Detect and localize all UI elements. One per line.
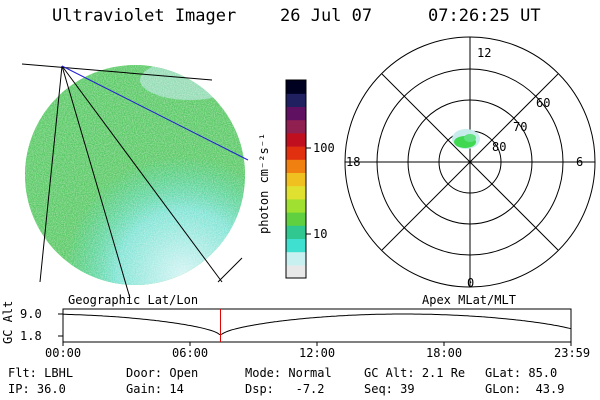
polar-plot bbox=[344, 36, 596, 288]
timeline-frame bbox=[62, 308, 572, 343]
status-glat: GLat: 85.0 bbox=[485, 366, 558, 380]
colorbar-band bbox=[286, 80, 306, 94]
colorbar-band bbox=[286, 159, 306, 173]
timeline-xlabel-1200: 12:00 bbox=[299, 346, 336, 360]
status-gc-alt: GC Alt: 2.1 Re bbox=[364, 366, 466, 380]
lat-label-60: 60 bbox=[536, 96, 551, 110]
colorbar bbox=[286, 80, 306, 279]
observation-time: 07:26:25 UT bbox=[428, 6, 541, 26]
earth-disk-image bbox=[25, 65, 245, 285]
colorbar-band bbox=[286, 146, 306, 160]
lat-label-70: 70 bbox=[513, 120, 528, 134]
status-flt: Flt: LBHL bbox=[8, 366, 74, 380]
colorbar-band bbox=[286, 198, 306, 213]
geographic-label: Geographic Lat/Lon bbox=[68, 293, 199, 307]
mlt-label-18: 18 bbox=[346, 155, 361, 169]
colorbar-band bbox=[286, 185, 306, 200]
timeline-xlabel-1800: 18:00 bbox=[426, 346, 463, 360]
observation-date: 26 Jul 07 bbox=[280, 6, 373, 26]
gc-alt-axis-label: GC Alt bbox=[1, 300, 15, 344]
colorbar-band bbox=[286, 238, 306, 253]
timeline-ylabel-low: 1.8 bbox=[20, 329, 42, 343]
colorbar-band bbox=[286, 264, 306, 279]
status-ip: IP: 36.0 bbox=[8, 382, 66, 396]
colorbar-label-100: 100 bbox=[313, 141, 335, 155]
colorbar-band bbox=[286, 106, 306, 121]
status-seq: Seq: 39 bbox=[364, 382, 415, 396]
mlt-label-0: 0 bbox=[467, 276, 475, 290]
timeline-xlabel-2359: 23:59 bbox=[554, 346, 591, 360]
status-door: Door: Open bbox=[126, 366, 199, 380]
mlt-label-12: 12 bbox=[477, 46, 492, 60]
colorbar-label-10: 10 bbox=[313, 227, 328, 241]
timeline-xlabel-0000: 00:00 bbox=[45, 346, 82, 360]
status-gain: Gain: 14 bbox=[126, 382, 184, 396]
colorbar-band bbox=[286, 119, 306, 134]
timeline-xlabel-0600: 06:00 bbox=[172, 346, 209, 360]
colorbar-unit-label: photon cm⁻²s⁻¹ bbox=[257, 132, 271, 234]
apex-label: Apex MLat/MLT bbox=[422, 293, 516, 307]
gc-alt-orbit-curve bbox=[63, 313, 572, 336]
polar-aurora-patch bbox=[452, 129, 480, 149]
colorbar-band bbox=[286, 225, 306, 239]
colorbar-frame bbox=[285, 79, 307, 279]
timeline-xticks bbox=[62, 342, 572, 346]
instrument-title: Ultraviolet Imager bbox=[52, 6, 237, 26]
colorbar-band bbox=[286, 212, 306, 226]
geographic-grid bbox=[21, 63, 243, 299]
timeline-ylabel-high: 9.0 bbox=[20, 307, 42, 321]
status-mode: Mode: Normal bbox=[245, 366, 332, 380]
status-glon: GLon: 43.9 bbox=[485, 382, 565, 396]
mlt-label-6: 6 bbox=[576, 155, 584, 169]
status-dsp: Dsp: -7.2 bbox=[245, 382, 325, 396]
lat-label-80: 80 bbox=[492, 140, 507, 154]
colorbar-band bbox=[286, 172, 306, 187]
colorbar-band bbox=[286, 132, 306, 147]
terminator-line bbox=[61, 65, 249, 161]
colorbar-band bbox=[286, 93, 306, 107]
colorbar-band bbox=[286, 251, 306, 266]
